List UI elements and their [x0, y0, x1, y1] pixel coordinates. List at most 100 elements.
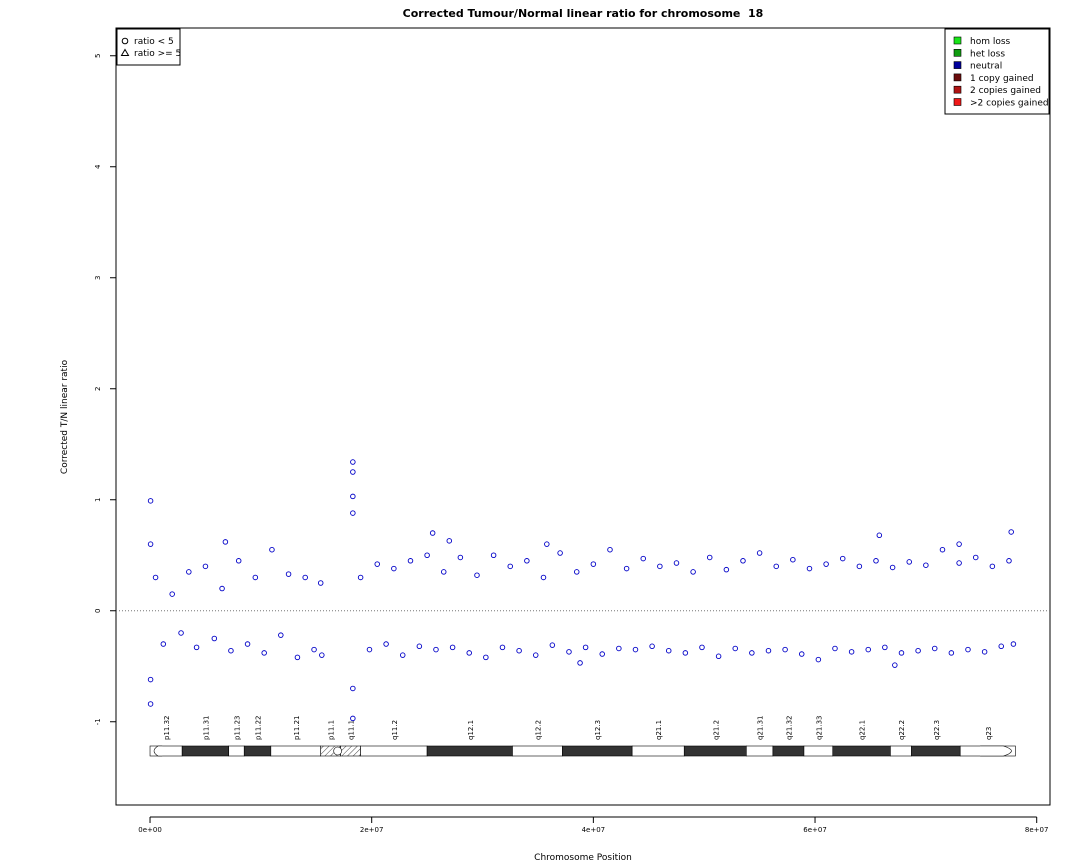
- point: [540, 574, 547, 581]
- band-label: q22.2: [898, 720, 906, 740]
- legend-label: 1 copy gained: [970, 74, 1034, 84]
- point: [311, 646, 317, 653]
- point: [211, 635, 218, 642]
- point: [981, 649, 988, 655]
- band: [228, 745, 245, 757]
- legend-box: [944, 28, 1050, 115]
- legend-label: neutral: [970, 62, 1002, 72]
- y-tick-label: 2: [94, 387, 102, 391]
- legend-swatch: [953, 85, 962, 94]
- point: [640, 555, 646, 562]
- point: [429, 530, 436, 536]
- band-label: q21.31: [757, 716, 765, 740]
- point: [998, 643, 1004, 650]
- point: [599, 651, 605, 657]
- x-tick-label: 6e+07: [803, 826, 827, 834]
- band-label: q21.32: [785, 716, 793, 740]
- point: [319, 652, 325, 658]
- legend-symbol: [121, 37, 129, 45]
- band: [911, 745, 961, 757]
- legend-swatch: [953, 61, 962, 69]
- point: [507, 563, 513, 570]
- point: [1006, 558, 1012, 564]
- point: [823, 561, 829, 567]
- point: [357, 574, 364, 581]
- y-axis-label: Corrected T/N linear ratio: [60, 359, 70, 474]
- point: [285, 571, 292, 577]
- point: [865, 646, 871, 653]
- band: [890, 745, 912, 757]
- point: [740, 558, 746, 564]
- point: [690, 569, 696, 575]
- band-label: q22.3: [933, 720, 941, 740]
- band: [426, 745, 513, 757]
- point: [160, 641, 167, 647]
- band-label: p11.21: [293, 716, 301, 740]
- point: [391, 565, 397, 572]
- band-label: q11.2: [391, 720, 399, 740]
- point: [544, 541, 550, 547]
- point: [252, 574, 259, 581]
- point: [573, 569, 580, 575]
- point: [782, 646, 788, 653]
- point: [147, 676, 154, 683]
- point: [948, 650, 955, 656]
- point: [193, 644, 200, 651]
- point: [956, 541, 962, 547]
- point: [923, 562, 929, 568]
- legend-label: ratio >= 5: [134, 49, 181, 59]
- point: [350, 469, 356, 475]
- point: [383, 641, 389, 647]
- point: [623, 565, 630, 572]
- point: [532, 652, 539, 658]
- point: [228, 647, 234, 654]
- y-tick-label: -1: [94, 718, 102, 725]
- band-label: q21.2: [712, 720, 720, 740]
- point: [616, 645, 622, 652]
- point: [317, 580, 324, 586]
- point: [577, 660, 583, 666]
- point: [756, 550, 763, 556]
- point: [219, 585, 225, 592]
- point: [407, 558, 414, 564]
- legend-box: [116, 28, 181, 66]
- point: [882, 644, 888, 651]
- point: [350, 685, 356, 692]
- band: [631, 745, 685, 757]
- ideogram-end: [980, 745, 1012, 757]
- band: [512, 745, 563, 757]
- point: [244, 641, 251, 647]
- band: [803, 745, 834, 757]
- band: [772, 745, 805, 757]
- band: [562, 745, 633, 757]
- point: [524, 558, 530, 564]
- point: [956, 560, 962, 566]
- point: [832, 645, 838, 652]
- point: [665, 647, 672, 654]
- x-axis-label: Chromosome Position: [534, 853, 632, 863]
- band-label: q12.1: [467, 720, 475, 740]
- chart-title: Corrected Tumour/Normal linear ratio for…: [403, 7, 764, 20]
- point: [178, 630, 184, 636]
- band-label: q12.3: [594, 720, 602, 740]
- legend-label: ratio < 5: [134, 37, 174, 47]
- point: [848, 649, 855, 655]
- point: [433, 646, 439, 653]
- point: [876, 532, 883, 539]
- plot-frame: [115, 27, 1051, 806]
- point: [972, 554, 979, 561]
- band-label: q21.33: [815, 716, 823, 740]
- band-label: q23: [985, 727, 993, 740]
- point: [657, 563, 663, 570]
- legend-label: >2 copies gained: [970, 99, 1049, 109]
- point: [673, 560, 680, 566]
- band: [181, 745, 230, 757]
- band: [270, 745, 322, 757]
- point: [446, 538, 453, 544]
- point: [723, 566, 730, 573]
- point: [873, 558, 879, 564]
- point: [169, 591, 175, 597]
- point: [499, 644, 506, 651]
- point: [815, 656, 822, 663]
